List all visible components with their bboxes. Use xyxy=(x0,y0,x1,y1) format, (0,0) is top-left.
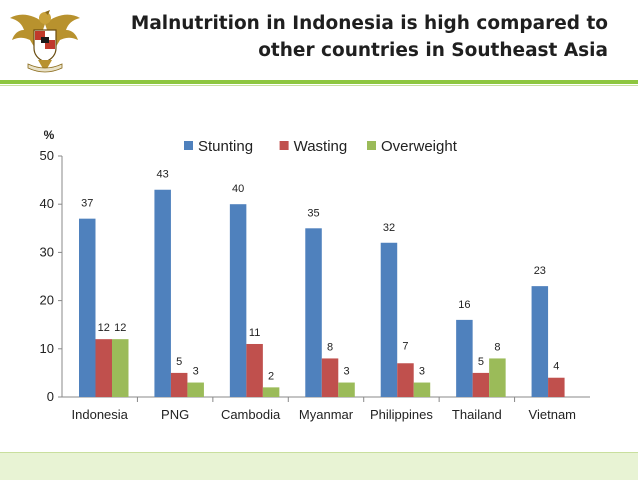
bar-overweight xyxy=(262,387,280,397)
data-label-overweight: 3 xyxy=(193,366,199,378)
y-tick-label: 20 xyxy=(40,293,54,308)
bar-overweight xyxy=(187,382,204,397)
y-tick-label: 0 xyxy=(47,389,54,404)
data-label-overweight: 3 xyxy=(343,366,349,378)
x-tick-label: Indonesia xyxy=(72,407,129,422)
legend-label-wasting: Wasting xyxy=(294,138,348,155)
legend-label-stunting: Stunting xyxy=(198,138,253,155)
bar-stunting xyxy=(79,218,96,397)
data-label-stunting: 23 xyxy=(534,265,546,277)
data-label-wasting: 7 xyxy=(402,340,408,352)
data-label-wasting: 8 xyxy=(327,341,333,353)
bar-overweight xyxy=(413,382,431,397)
y-tick-label: 50 xyxy=(40,148,54,163)
x-tick-label: PNG xyxy=(161,407,189,422)
data-label-stunting: 37 xyxy=(81,198,93,210)
bar-wasting xyxy=(95,339,112,397)
data-label-overweight: 12 xyxy=(114,322,126,334)
y-tick-label: 30 xyxy=(40,244,54,259)
bar-wasting xyxy=(246,343,263,397)
bar-overweight xyxy=(489,358,506,397)
y-tick-label: 10 xyxy=(40,341,54,356)
slide-title-line1: Malnutrition in Indonesia is high compar… xyxy=(130,13,608,34)
data-label-stunting: 32 xyxy=(383,222,395,234)
chart-axes: 0 10 20 30 40 50% Indonesia PNG Cambodia Myanmar P… xyxy=(40,128,590,422)
bar-stunting xyxy=(154,189,171,397)
bar-overweight xyxy=(112,339,129,397)
slide-title-line2: other countries in Southeast Asia xyxy=(258,40,608,61)
x-tick-label: Vietnam xyxy=(529,407,576,422)
y-tick-label: 40 xyxy=(40,196,54,211)
header-divider xyxy=(0,80,638,84)
garuda-emblem-logo xyxy=(10,10,80,73)
bar-stunting xyxy=(305,228,322,397)
bar-stunting xyxy=(456,319,473,397)
data-label-overweight: 3 xyxy=(419,366,425,378)
malnutrition-bar-chart: Stunting Wasting Overweight 0 10 20 30 40 50% In… xyxy=(40,128,590,422)
legend-swatch-stunting xyxy=(184,141,193,150)
legend-label-overweight: Overweight xyxy=(381,138,458,155)
legend-swatch-overweight xyxy=(367,141,376,150)
data-label-wasting: 11 xyxy=(249,327,260,339)
data-label-wasting: 5 xyxy=(478,356,484,368)
x-tick-label: Thailand xyxy=(452,407,502,422)
x-tick-label: Philippines xyxy=(370,407,433,422)
data-label-wasting: 4 xyxy=(553,361,559,373)
bar-stunting xyxy=(229,204,247,397)
bar-wasting xyxy=(548,377,565,397)
data-label-stunting: 43 xyxy=(157,169,169,181)
x-tick-label: Cambodia xyxy=(221,407,281,422)
y-axis-label: % xyxy=(44,128,55,142)
data-label-stunting: 40 xyxy=(232,183,244,195)
header-divider-thin xyxy=(0,85,638,86)
bar-overweight xyxy=(338,382,355,397)
data-label-stunting: 35 xyxy=(307,207,319,219)
data-label-wasting: 5 xyxy=(176,356,182,368)
chart-legend: Stunting Wasting Overweight xyxy=(184,138,458,155)
chart-bars xyxy=(79,189,565,397)
bar-wasting xyxy=(472,372,490,397)
bar-stunting xyxy=(380,242,398,397)
bar-wasting xyxy=(170,372,188,397)
legend-swatch-wasting xyxy=(279,141,289,150)
data-label-stunting: 16 xyxy=(458,299,470,311)
x-tick-label: Myanmar xyxy=(299,407,354,422)
bar-stunting xyxy=(531,286,549,397)
data-label-overweight: 2 xyxy=(268,370,274,382)
slide-title: Malnutrition in Indonesia is high compar… xyxy=(128,10,608,64)
bar-wasting xyxy=(321,358,339,397)
bar-wasting xyxy=(397,363,414,397)
data-label-wasting: 12 xyxy=(98,322,110,334)
footer-band xyxy=(0,452,638,480)
data-label-overweight: 8 xyxy=(494,341,500,353)
